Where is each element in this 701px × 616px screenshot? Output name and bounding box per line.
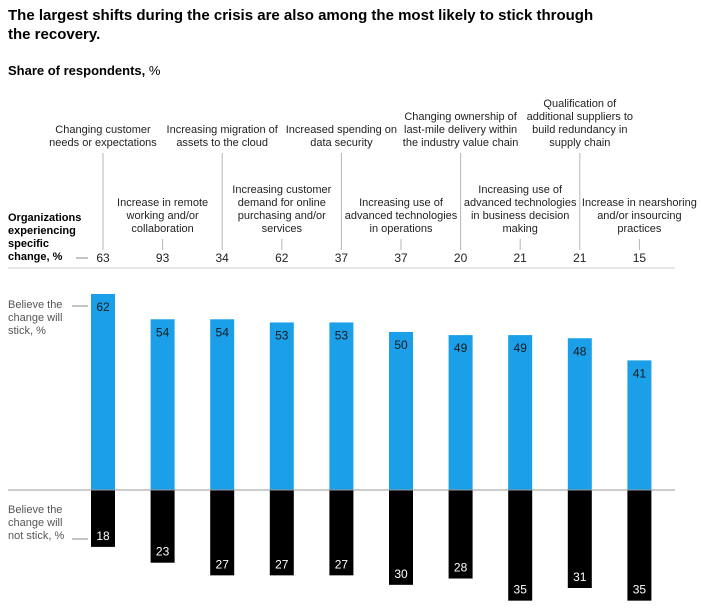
bar-not-stick — [150, 490, 175, 563]
bar-label-not-stick: 27 — [335, 557, 349, 571]
bar-stick — [150, 319, 175, 490]
bar-not-stick — [627, 490, 652, 601]
leader-lines — [72, 153, 640, 540]
bar-not-stick — [567, 490, 592, 588]
organization-count: 21 — [573, 251, 587, 265]
bar-label-stick: 50 — [394, 338, 408, 352]
category-label: Increase in remote working and/or collab… — [117, 197, 209, 235]
bar-stick — [269, 322, 294, 490]
organization-count: 15 — [632, 251, 647, 265]
bar-label-stick: 49 — [454, 341, 468, 355]
bar-label-not-stick: 18 — [96, 529, 110, 543]
bar-label-not-stick: 31 — [573, 570, 587, 584]
bar-stick — [329, 322, 354, 490]
bar-not-stick — [389, 490, 413, 585]
category-label: Increasing migration of assets to the cl… — [166, 124, 278, 149]
bar-stick — [567, 338, 592, 490]
bar-label-stick: 54 — [156, 325, 170, 339]
bar-not-stick — [508, 490, 533, 601]
organization-count: 20 — [453, 251, 468, 265]
category-label: Increasing use of advanced technologies … — [344, 197, 458, 235]
bar-not-stick — [269, 490, 294, 576]
organization-count: 93 — [155, 251, 170, 265]
bar-label-stick: 62 — [96, 300, 110, 314]
row-label-stick: Believe the change will stick, % — [8, 299, 63, 337]
chart-subtitle: Share of respondents, % — [8, 63, 160, 78]
bar-label-not-stick: 27 — [275, 557, 289, 571]
bar-stick — [389, 331, 413, 490]
category-label: Changing ownership of last-mile delivery… — [402, 111, 519, 149]
organization-count: 34 — [215, 251, 229, 265]
row-label-not-stick: Believe the change will not stick, % — [8, 504, 65, 542]
bar-stick — [448, 335, 473, 490]
bar-not-stick — [210, 490, 235, 576]
category-label: Qualification of additional suppliers to… — [526, 98, 633, 149]
bar-stick — [210, 319, 235, 490]
bar-label-not-stick: 35 — [514, 583, 528, 597]
bar-label-stick: 54 — [216, 325, 230, 339]
bar-label-stick: 53 — [335, 328, 349, 342]
category-label: Increasing use of advanced technologies … — [463, 184, 577, 235]
category-label: Increased spending on data security — [285, 124, 398, 149]
bar-label-not-stick: 28 — [454, 561, 468, 575]
subtitle-unit: % — [148, 63, 161, 78]
organization-count: 37 — [394, 251, 408, 265]
category-label: Increase in nearshoring and/or insourcin… — [581, 197, 697, 235]
category-label: Increasing customer demand for online pu… — [232, 184, 332, 235]
organization-count: 63 — [96, 251, 110, 265]
bar-not-stick — [91, 490, 115, 547]
bar-not-stick — [448, 490, 473, 579]
bar-label-not-stick: 27 — [216, 557, 230, 571]
bars — [91, 294, 652, 601]
bar-not-stick — [329, 490, 354, 576]
bar-label-not-stick: 23 — [156, 545, 170, 559]
bar-labels: 62 18 54 23 54 27 53 27 53 27 50 30 49 28 49 35 48 31 41 35 — [96, 300, 646, 597]
bar-label-not-stick: 35 — [633, 583, 647, 597]
bar-label-not-stick: 30 — [394, 567, 408, 581]
organization-count: 37 — [334, 251, 349, 265]
bar-label-stick: 53 — [275, 328, 289, 342]
bar-label-stick: 49 — [514, 341, 528, 355]
bar-stick — [91, 294, 115, 490]
category-label: Changing customer needs or expectations — [49, 124, 157, 149]
bar-label-stick: 41 — [633, 366, 647, 380]
bar-stick — [508, 335, 533, 490]
organization-count: 21 — [513, 251, 527, 265]
row-label-organizations: Organizations experiencing specific chan… — [8, 212, 82, 263]
bar-stick — [627, 360, 652, 490]
organization-count: 62 — [275, 251, 289, 265]
chart-title: The largest shifts during the crisis are… — [8, 7, 594, 43]
bar-label-stick: 48 — [573, 344, 587, 358]
subtitle-text: Share of respondents, — [8, 63, 146, 78]
